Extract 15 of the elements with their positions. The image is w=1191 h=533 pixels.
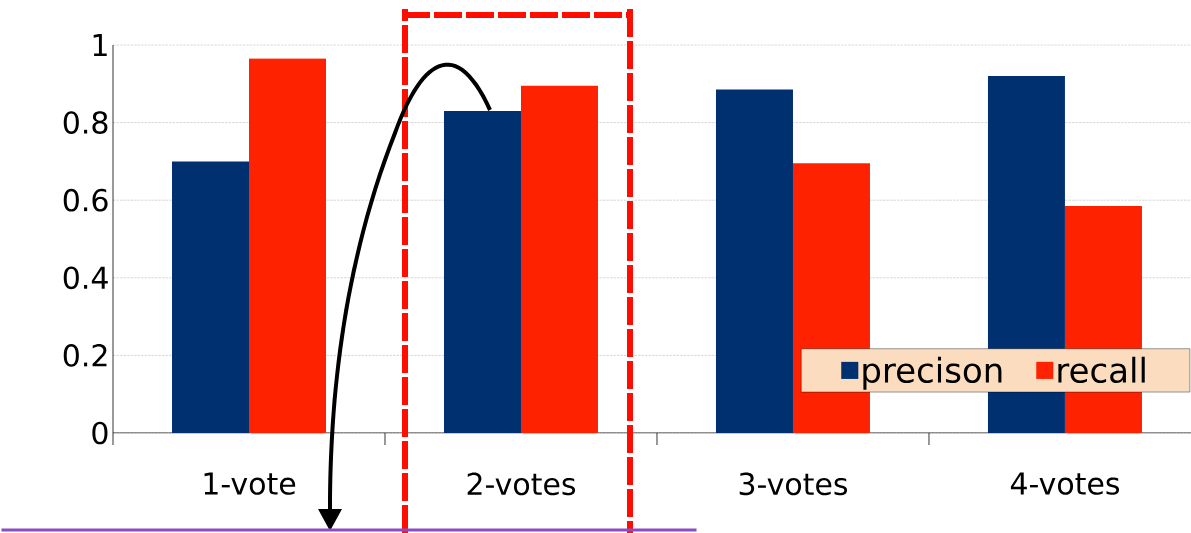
legend-label: precison: [863, 356, 1002, 390]
x-tick-label: 2-votes: [467, 472, 576, 496]
legend-label: recall: [1058, 356, 1145, 384]
x-tick-label: 1-vote: [204, 472, 296, 495]
y-tick-label: 0.8: [63, 111, 108, 134]
bar: [520, 85, 598, 433]
y-tick-label: 0: [92, 421, 108, 445]
y-tick-label: 0.4: [63, 266, 108, 290]
y-tick-label: 0.2: [63, 344, 107, 367]
bar: [715, 89, 793, 433]
x-tick-label: 4-votes: [1010, 472, 1120, 495]
y-tick-label: 1: [93, 34, 107, 56]
x-tick-label: 3-votes: [739, 472, 848, 496]
bar: [172, 161, 249, 433]
y-tick-label: 0.6: [63, 188, 108, 212]
